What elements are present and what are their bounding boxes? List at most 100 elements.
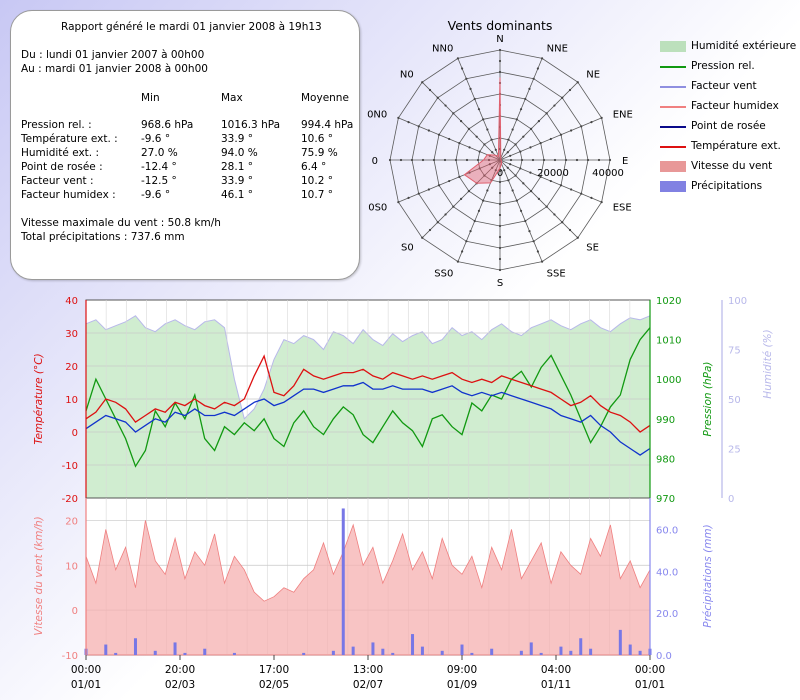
radar-tick-dot: [452, 112, 455, 115]
x-tick-date: 02/07: [353, 679, 383, 691]
radar-tick-dot: [407, 196, 410, 199]
radar-tick-dot: [514, 143, 517, 146]
radar-tick-dot: [545, 205, 548, 208]
stats-header-min: Min: [141, 92, 160, 104]
rain-bar: [183, 652, 187, 655]
radar-direction-label: SE: [586, 242, 599, 253]
report-date-from: Du : lundi 01 janvier 2007 à 00h00: [21, 49, 205, 61]
radar-tick-dot: [461, 67, 464, 70]
rain-bar: [381, 648, 385, 655]
stats-cell-max: 33.9 °: [221, 175, 253, 187]
radar-tick-dot: [528, 230, 531, 233]
radar-tick-dot: [478, 167, 481, 170]
radar-tick-dot: [514, 174, 517, 177]
legend-swatch: [660, 41, 686, 52]
radar-direction-label: SSE: [547, 269, 566, 280]
radar-r-tick-label: 40000: [592, 168, 624, 179]
temperature-tick-label: 10: [65, 395, 78, 406]
radar-tick-dot: [580, 192, 583, 195]
radar-tick-dot: [576, 236, 579, 239]
temperature-tick-label: 20: [65, 362, 78, 373]
rain-bar: [104, 644, 108, 655]
legend-label: Humidité extérieure: [691, 40, 797, 52]
rain-bar: [302, 652, 306, 655]
legend-label: Pression rel.: [691, 60, 755, 72]
rain-bar: [519, 650, 523, 655]
rain-bar: [628, 644, 632, 655]
radar-tick-dot: [600, 200, 603, 204]
radar-tick-dot: [491, 166, 494, 169]
radar-tick-dot: [549, 179, 552, 183]
radar-tick-dot: [487, 158, 491, 162]
rain-bar: [618, 629, 622, 655]
rain-bar: [539, 652, 543, 655]
pressure-tick-label: 980: [656, 454, 675, 465]
x-tick-time: 00:00: [635, 664, 665, 676]
radar-direction-label: 0S0: [368, 203, 387, 214]
stats-cell-label: Facteur vent :: [21, 175, 94, 187]
radar-tick-dot: [483, 174, 486, 177]
radar-direction-label: ENE: [613, 109, 633, 120]
radar-tick-dot: [506, 166, 509, 169]
radar-tick-dot: [515, 199, 518, 202]
wind-tick-label: 10: [65, 561, 78, 572]
radar-tick-dot: [460, 197, 463, 200]
radar-tick-dot: [494, 169, 497, 172]
legend-item: Pression rel.: [660, 60, 800, 74]
radar-direction-label: ESE: [613, 203, 632, 214]
stats-cell-min: -9.6 °: [141, 189, 171, 201]
radar-tick-dot: [488, 163, 491, 166]
radar-direction-label: 0N0: [367, 109, 387, 120]
rain-bar: [638, 650, 642, 655]
rain-tick-label: 60.0: [656, 525, 678, 536]
radar-tick-dot: [465, 240, 468, 243]
radar-tick-dot: [460, 120, 463, 123]
radar-tick-dot: [448, 137, 451, 141]
rain-bar: [529, 642, 533, 655]
radar-tick-dot: [486, 189, 489, 192]
stats-cell-avg: 994.4 hPa: [301, 119, 354, 131]
radar-tick-dot: [536, 250, 539, 253]
radar-tick-dot: [478, 150, 481, 153]
radar-tick-dot: [397, 200, 400, 204]
radar-tick-dot: [524, 97, 527, 101]
rain-bar: [569, 650, 573, 655]
radar-tick-dot: [519, 209, 523, 212]
rain-bar: [133, 638, 137, 655]
radar-tick-dot: [542, 158, 546, 162]
temperature-axis-label: Température (°C): [33, 353, 45, 444]
radar-tick-dot: [456, 57, 460, 60]
stats-cell-avg: 10.7 °: [301, 189, 333, 201]
radar-tick-dot: [473, 219, 476, 223]
legend-label: Facteur vent: [691, 80, 757, 92]
stats-cell-max: 33.9 °: [221, 133, 253, 145]
radar-tick-dot: [540, 260, 544, 263]
radar-tick-dot: [545, 112, 548, 115]
stats-cell-label: Humidité ext. :: [21, 147, 100, 159]
radar-tick-dot: [454, 158, 458, 162]
wind-tick-label: -10: [62, 651, 78, 662]
radar-tick-dot: [580, 125, 583, 128]
radar-tick-dot: [498, 235, 502, 239]
radar-tick-dot: [490, 138, 493, 141]
rain-tick-label: 20.0: [656, 609, 678, 620]
radar-tick-dot: [537, 120, 540, 123]
temperature-tick-label: 40: [65, 296, 78, 307]
radar-tick-dot: [498, 191, 502, 195]
stats-cell-min: 968.6 hPa: [141, 119, 194, 131]
radar-tick-dot: [503, 148, 506, 151]
radar-tick-dot: [498, 169, 502, 173]
radar-tick-dot: [498, 70, 502, 74]
rain-bar: [203, 648, 207, 655]
radar-tick-dot: [537, 197, 540, 200]
radar-tick-dot: [498, 202, 502, 206]
radar-tick-dot: [608, 158, 612, 162]
radar-tick-dot: [498, 224, 502, 228]
legend-swatch: [660, 161, 686, 172]
x-tick-date: 01/01: [71, 679, 101, 691]
x-tick-date: 02/03: [165, 679, 195, 691]
rain-bar: [490, 648, 494, 655]
radar-tick-dot: [443, 158, 447, 162]
rain-bar: [331, 650, 335, 655]
stats-cell-avg: 75.9 %: [301, 147, 338, 159]
